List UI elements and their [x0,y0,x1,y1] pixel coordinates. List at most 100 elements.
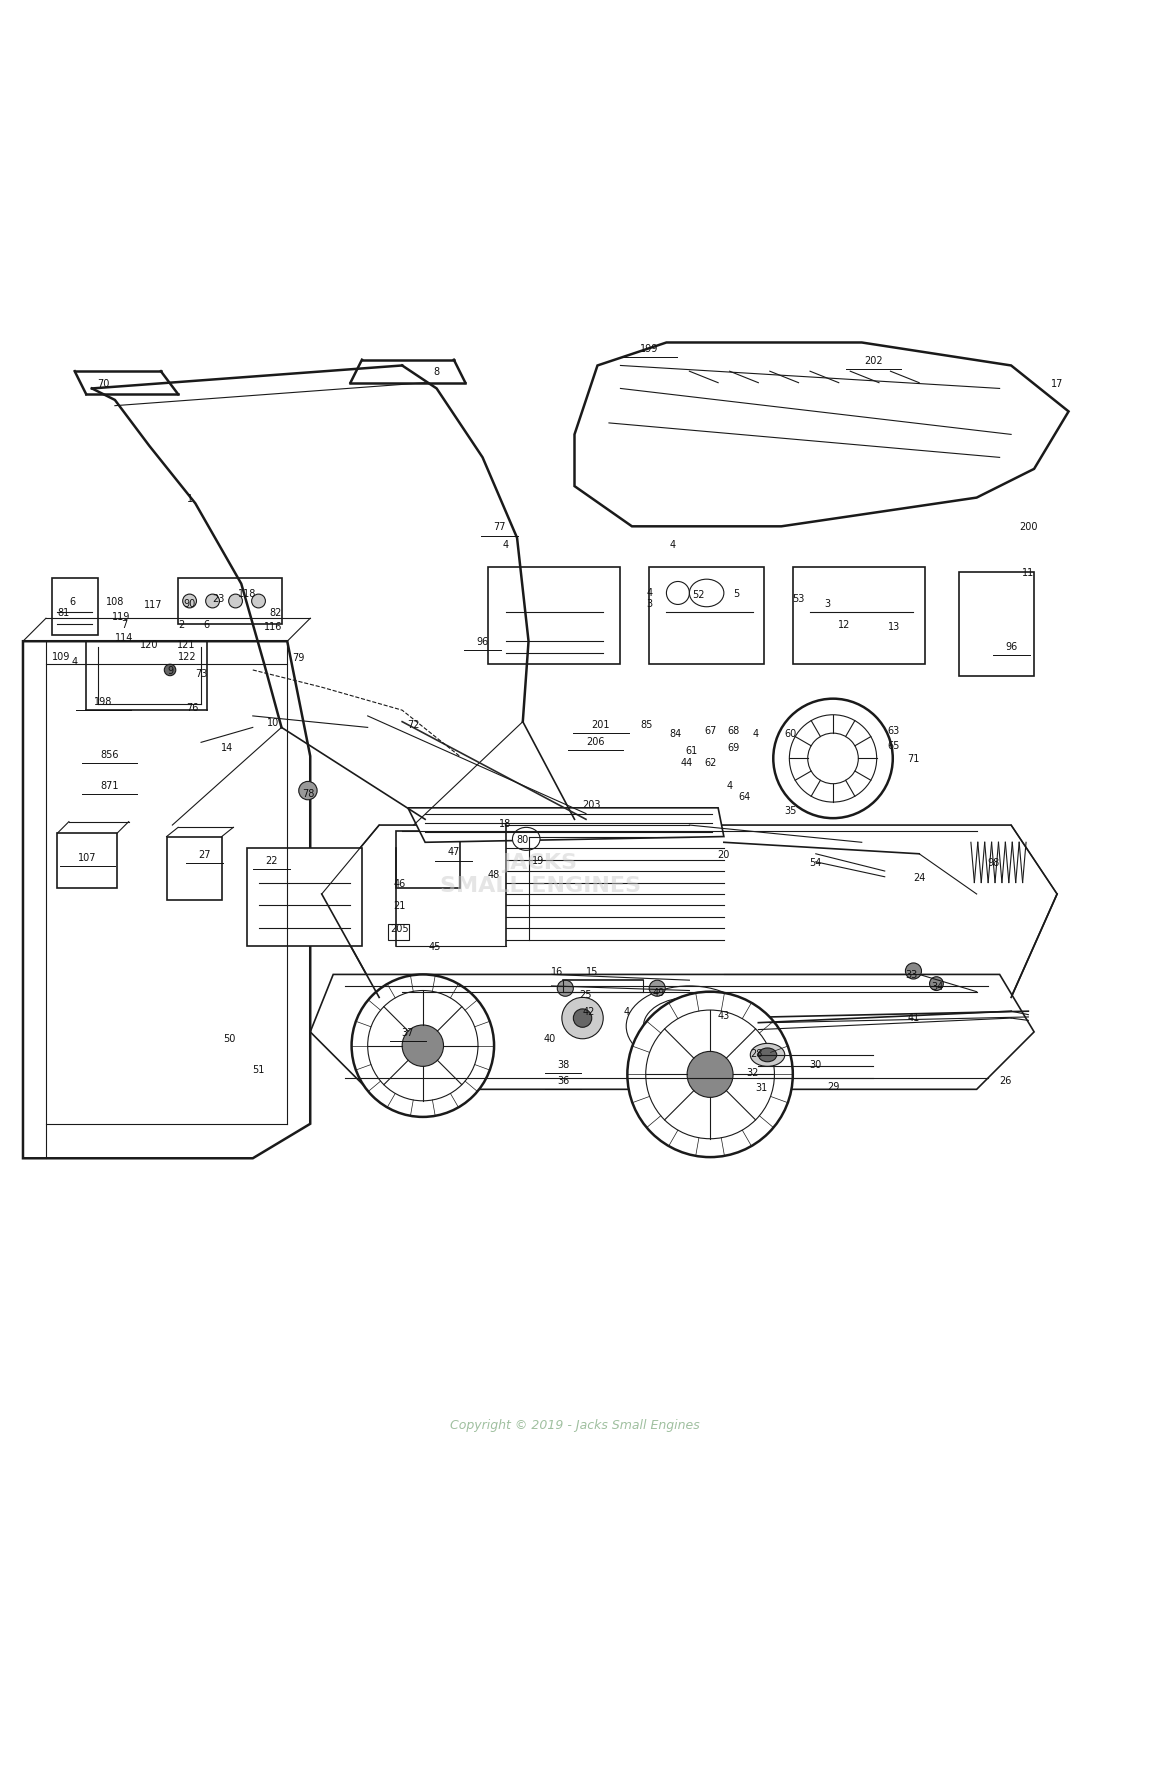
Text: 1: 1 [186,494,193,503]
Ellipse shape [773,699,893,819]
Text: 30: 30 [810,1059,822,1070]
Bar [57,834,117,889]
Text: 3: 3 [824,599,831,608]
Text: 15: 15 [586,966,597,977]
Text: 70: 70 [98,379,109,388]
Text: 114: 114 [115,632,133,642]
Text: 11: 11 [1023,567,1034,578]
Text: 3: 3 [646,599,653,608]
Text: 201: 201 [592,719,610,730]
Text: 14: 14 [222,742,233,753]
Text: 28: 28 [750,1048,762,1057]
Polygon shape [574,343,1069,528]
Text: 40: 40 [543,1032,555,1043]
Ellipse shape [183,594,196,608]
Ellipse shape [573,1009,592,1027]
Text: 47: 47 [448,846,460,857]
Text: 205: 205 [391,923,409,934]
Text: 25: 25 [580,989,592,1000]
Text: 108: 108 [106,598,124,606]
Text: 13: 13 [888,623,900,632]
Text: 72: 72 [408,719,419,730]
Bar [793,567,925,666]
Text: 199: 199 [640,343,658,354]
Text: 49: 49 [653,988,664,996]
Text: 84: 84 [670,728,681,739]
Text: 6: 6 [69,598,76,606]
Text: 21: 21 [394,902,406,911]
Text: 107: 107 [78,853,97,862]
Text: 202: 202 [864,356,882,365]
Ellipse shape [229,594,242,608]
Text: 62: 62 [704,757,716,767]
Text: 6: 6 [203,619,210,630]
Text: 41: 41 [908,1013,919,1022]
Text: Copyright © 2019 - Jacks Small Engines: Copyright © 2019 - Jacks Small Engines [449,1419,700,1431]
Text: 51: 51 [253,1064,264,1073]
Polygon shape [310,975,1034,1090]
Bar [46,775,55,798]
Text: 4: 4 [71,657,78,666]
Text: 4: 4 [502,538,509,549]
Polygon shape [408,809,724,843]
Ellipse shape [758,1048,777,1063]
Text: 44: 44 [681,757,693,767]
Text: JACKS
SMALL ENGINES: JACKS SMALL ENGINES [440,852,640,896]
Text: 82: 82 [270,608,282,619]
Bar [488,567,620,666]
Polygon shape [23,642,310,1159]
Text: 38: 38 [557,1059,569,1070]
Text: 48: 48 [488,869,500,880]
Text: 7: 7 [121,619,128,630]
Bar [959,572,1034,676]
Text: 871: 871 [100,780,118,791]
Text: 69: 69 [727,742,739,753]
Text: 206: 206 [586,737,604,746]
Ellipse shape [562,998,603,1039]
Ellipse shape [905,964,921,980]
Ellipse shape [252,594,265,608]
Bar [44,742,84,767]
Bar [396,832,460,889]
Text: 53: 53 [793,594,804,603]
Text: 90: 90 [184,599,195,608]
Text: 2: 2 [178,619,185,630]
Text: 20: 20 [718,850,730,859]
Text: 10: 10 [268,717,279,728]
Text: 42: 42 [583,1007,594,1016]
Text: 67: 67 [704,725,716,735]
Text: 121: 121 [177,639,195,649]
Bar [46,746,55,766]
Text: 29: 29 [827,1081,839,1091]
Text: 80: 80 [517,834,529,844]
Text: 33: 33 [905,970,917,980]
Text: 4: 4 [646,587,653,598]
Text: 32: 32 [747,1068,758,1077]
Ellipse shape [557,980,573,996]
Text: 98: 98 [988,857,1000,868]
Text: 23: 23 [213,594,224,603]
Text: 37: 37 [402,1027,414,1038]
Text: 61: 61 [686,746,697,757]
Text: 856: 856 [100,750,118,759]
Text: 68: 68 [727,725,739,735]
Text: 27: 27 [199,850,210,859]
Text: 54: 54 [810,857,822,868]
Text: 52: 52 [693,590,704,599]
Text: 96: 96 [477,637,488,648]
Ellipse shape [164,666,176,676]
Text: 35: 35 [785,805,796,816]
Text: 118: 118 [238,589,256,599]
Text: 60: 60 [785,728,796,739]
Bar [178,578,282,624]
Text: 76: 76 [186,703,198,712]
Text: 9: 9 [167,666,173,676]
Text: 77: 77 [494,522,506,531]
Text: 198: 198 [94,696,113,707]
Text: 5: 5 [733,589,740,599]
Text: 4: 4 [623,1007,630,1016]
Text: 117: 117 [144,599,162,610]
Text: 4: 4 [753,728,759,739]
Text: 26: 26 [1000,1075,1011,1086]
Text: 31: 31 [756,1082,768,1093]
